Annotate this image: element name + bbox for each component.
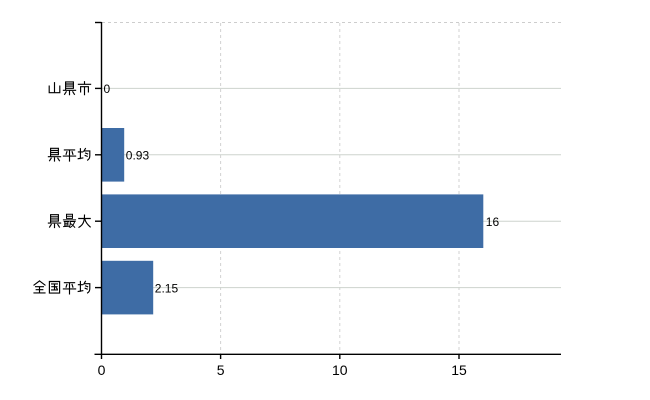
svg-text:0: 0	[98, 362, 106, 378]
svg-text:16: 16	[486, 215, 500, 229]
svg-text:0: 0	[104, 82, 111, 96]
svg-text:0.93: 0.93	[126, 149, 150, 163]
svg-text:5: 5	[217, 362, 225, 378]
svg-text:10: 10	[332, 362, 348, 378]
svg-text:15: 15	[451, 362, 467, 378]
svg-text:2.15: 2.15	[155, 281, 179, 295]
